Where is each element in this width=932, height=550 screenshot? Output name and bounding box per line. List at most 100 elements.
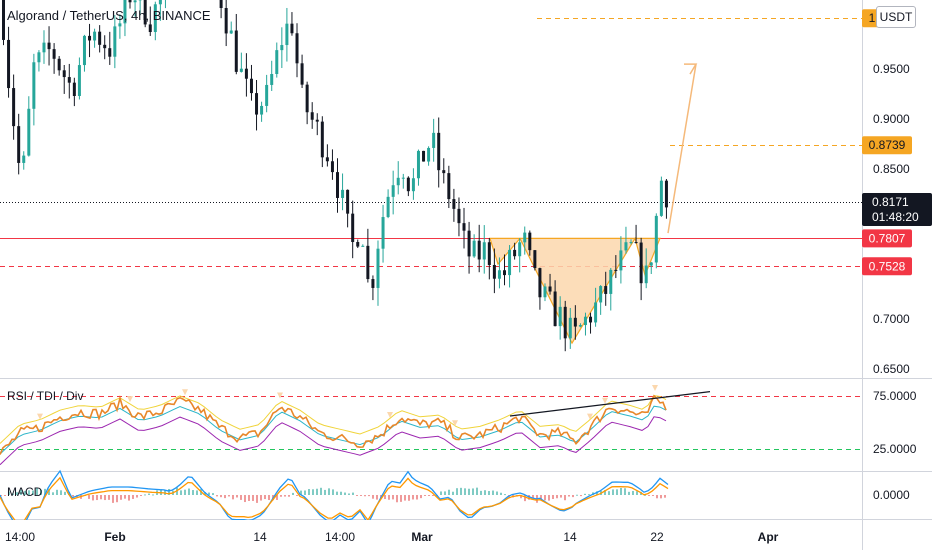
divergence-marker xyxy=(452,420,458,427)
macd-histogram-bar xyxy=(228,495,230,497)
macd-histogram-bar xyxy=(204,492,206,495)
macd-histogram-bar xyxy=(20,489,22,495)
candle-body xyxy=(2,0,5,40)
candle-body xyxy=(133,0,137,3)
time-tick-label: Apr xyxy=(758,530,779,544)
macd-pane-label: MACD xyxy=(7,485,43,499)
macd-histogram-bar xyxy=(284,495,286,497)
macd-histogram-bar xyxy=(196,490,198,495)
macd-histogram-bar xyxy=(208,492,210,495)
macd-histogram-bar xyxy=(652,495,654,496)
candle-body xyxy=(416,150,420,179)
candle-body xyxy=(442,170,446,174)
candle-body xyxy=(558,306,562,327)
tdi-lower-band xyxy=(0,416,667,466)
candle-body xyxy=(82,35,86,66)
macd-histogram-bar xyxy=(216,495,218,497)
candle-body xyxy=(52,49,56,59)
macd-histogram-bar xyxy=(552,495,554,499)
macd-histogram-bar xyxy=(92,495,94,501)
macd-histogram-bar xyxy=(648,495,650,496)
macd-histogram-bar xyxy=(128,495,130,501)
macd-histogram-bar xyxy=(428,495,430,496)
candle-body xyxy=(543,286,547,298)
candle-body xyxy=(629,242,633,244)
candle-body xyxy=(351,213,355,243)
macd-histogram-bar xyxy=(636,491,638,495)
macd-histogram-bar xyxy=(120,495,122,500)
price-tick-label: 0.9000 xyxy=(873,112,910,126)
macd-histogram-bar xyxy=(476,487,478,495)
price-level-badge-label: 0.7528 xyxy=(869,259,906,273)
macd-histogram-bar xyxy=(608,491,610,495)
candle-body xyxy=(113,26,117,57)
divergence-marker xyxy=(37,413,43,420)
divergence-marker xyxy=(587,413,593,420)
macd-histogram-bar xyxy=(544,495,546,501)
candle-body xyxy=(275,50,279,74)
rsi-line xyxy=(0,394,667,455)
macd-histogram-bar xyxy=(632,490,634,495)
macd-histogram-bar xyxy=(520,495,522,499)
candle-body xyxy=(644,265,648,284)
candle-body xyxy=(533,250,537,269)
candle-body xyxy=(477,240,481,260)
candle-body xyxy=(224,8,228,34)
macd-histogram-bar xyxy=(612,489,614,495)
candle-body xyxy=(614,269,618,271)
candle-body xyxy=(563,306,567,339)
macd-histogram-bar xyxy=(456,488,458,495)
macd-histogram-bar xyxy=(188,488,190,495)
macd-histogram-bar xyxy=(104,495,106,501)
candle-body xyxy=(295,33,299,64)
macd-histogram-bar xyxy=(424,495,426,496)
candle-body xyxy=(583,316,587,326)
candle-body xyxy=(518,242,522,257)
divergence-marker xyxy=(277,392,283,399)
macd-histogram-bar xyxy=(232,495,234,500)
candle-body xyxy=(118,23,122,27)
macd-histogram-bar xyxy=(116,495,118,503)
candle-body xyxy=(330,161,334,173)
macd-histogram-bar xyxy=(384,495,386,500)
macd-histogram-bar xyxy=(28,490,30,495)
candle-body xyxy=(57,58,61,71)
macd-histogram-bar xyxy=(328,488,330,495)
indicator-tick-label: 75.0000 xyxy=(873,389,917,403)
macd-histogram-bar xyxy=(168,488,170,495)
macd-histogram-bar xyxy=(100,495,102,500)
candle-body xyxy=(27,108,31,156)
macd-histogram-bar xyxy=(32,490,34,495)
candle-body xyxy=(12,88,16,127)
divergence-marker xyxy=(602,397,608,404)
macd-histogram-bar xyxy=(348,493,350,495)
candle-body xyxy=(664,180,668,208)
macd-histogram-bar xyxy=(124,495,126,499)
candle-body xyxy=(123,0,127,24)
macd-histogram-bar xyxy=(48,488,50,495)
time-tick-label: 14 xyxy=(563,530,577,544)
candle-body xyxy=(513,249,517,257)
candle-body xyxy=(391,185,395,197)
tdi-middle-band xyxy=(0,405,667,455)
macd-histogram-bar xyxy=(568,495,570,497)
price-level-badge xyxy=(862,257,912,276)
currency-unit-button[interactable]: USDT xyxy=(876,6,916,28)
macd-signal-line xyxy=(0,476,669,520)
candle-body xyxy=(336,172,339,198)
candle-body xyxy=(325,157,329,162)
candle-body xyxy=(619,250,623,271)
macd-histogram-bar xyxy=(356,495,358,496)
candle-body xyxy=(346,189,350,214)
macd-histogram-bar xyxy=(496,491,498,495)
candle-body xyxy=(406,177,410,192)
macd-histogram-bar xyxy=(256,495,258,503)
macd-histogram-bar xyxy=(580,495,582,497)
macd-histogram-bar xyxy=(556,495,558,499)
macd-histogram-bar xyxy=(364,495,366,497)
candle-body xyxy=(17,126,21,163)
candle-body xyxy=(573,317,577,327)
candle-body xyxy=(396,177,400,186)
macd-histogram-bar xyxy=(304,490,306,495)
